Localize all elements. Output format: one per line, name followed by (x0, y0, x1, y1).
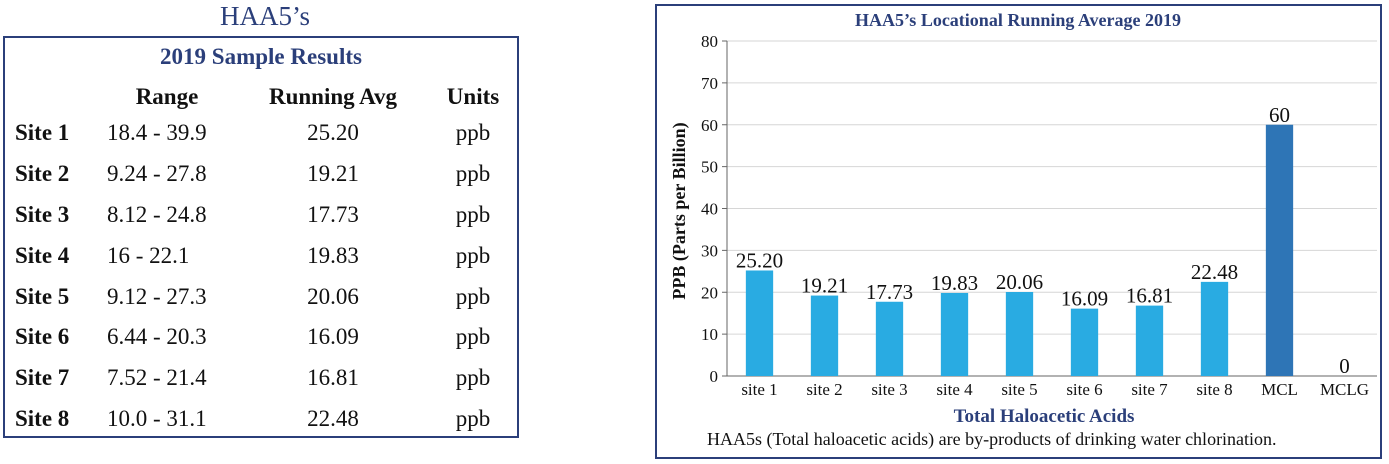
chart-title: HAA5’s Locational Running Average 2019 (855, 10, 1181, 30)
data-label: 19.21 (801, 274, 848, 298)
x-tick-label: site 5 (1001, 380, 1037, 399)
bar-site-6 (1070, 308, 1099, 376)
y-tick-label: 40 (701, 200, 718, 219)
x-tick-label: site 2 (806, 380, 842, 399)
site-units: ppb (455, 120, 491, 145)
x-tick-label: site 7 (1131, 380, 1168, 399)
y-tick-label: 0 (710, 367, 719, 386)
y-tick-label: 70 (701, 74, 718, 93)
table-title: 2019 Sample Results (160, 44, 362, 69)
bar-chart: HAA5’s Locational Running Average 2019 0… (669, 10, 1377, 427)
data-label: 22.48 (1191, 260, 1238, 284)
table-heading: HAA5’s (219, 1, 310, 31)
data-label: 19.83 (931, 271, 978, 295)
chart-footnote: HAA5s (Total haloacetic acids) are by-pr… (707, 429, 1277, 449)
site-name: Site 2 (15, 161, 70, 186)
table-row: Site 1 18.4 - 39.9 25.20 ppb (5, 120, 517, 160)
table-row: Site 5 9.12 - 27.3 20.06 ppb (5, 284, 517, 324)
column-header-units: Units (446, 84, 500, 109)
site-range: 9.24 - 27.8 (107, 161, 207, 186)
table-row: Site 6 6.44 - 20.3 16.09 ppb (5, 324, 517, 364)
site-name: Site 4 (15, 243, 70, 268)
site-running-avg: 16.09 (307, 324, 359, 349)
site-units: ppb (455, 406, 491, 431)
site-running-avg: 22.48 (307, 406, 359, 431)
bar-site-2 (810, 295, 839, 376)
y-axis-title: PPB (Parts per Billion) (669, 122, 690, 299)
bar-mcl (1265, 124, 1294, 376)
bars (745, 124, 1294, 376)
x-axis-title: Total Haloacetic Acids (954, 406, 1135, 427)
site-range: 9.12 - 27.3 (107, 284, 207, 309)
site-name: Site 6 (15, 324, 70, 349)
x-tick-label: site 8 (1196, 380, 1232, 399)
y-tick-label: 30 (701, 241, 718, 260)
table-row: Site 7 7.52 - 21.4 16.81 ppb (5, 365, 517, 405)
bar-site-3 (875, 301, 904, 376)
data-label: 20.06 (996, 270, 1043, 294)
x-tick-label: MCLG (1320, 380, 1369, 399)
site-range: 16 - 22.1 (107, 243, 190, 268)
data-label: 25.20 (736, 248, 783, 272)
y-tick-label: 50 (701, 158, 718, 177)
bar-site-1 (745, 270, 774, 376)
table-row: Site 3 8.12 - 24.8 17.73 ppb (5, 202, 517, 242)
site-running-avg: 16.81 (307, 365, 359, 390)
x-tick-label: MCL (1261, 380, 1298, 399)
x-tick-label: site 1 (741, 380, 777, 399)
data-label: 17.73 (866, 280, 913, 304)
site-units: ppb (455, 202, 491, 227)
site-range: 8.12 - 24.8 (107, 202, 207, 227)
data-label: 16.09 (1061, 287, 1108, 311)
site-units: ppb (455, 365, 491, 390)
x-tick-label: site 6 (1066, 380, 1102, 399)
table-row: Site 8 10.0 - 31.1 22.48 ppb (5, 406, 517, 446)
site-name: Site 3 (15, 202, 70, 227)
data-label: 0 (1339, 354, 1350, 378)
site-name: Site 5 (15, 284, 70, 309)
y-tick-label: 20 (701, 283, 718, 302)
column-header-running-avg: Running Avg (268, 84, 398, 109)
site-name: Site 1 (15, 120, 70, 145)
site-units: ppb (455, 243, 491, 268)
table-row: Site 4 16 - 22.1 19.83 ppb (5, 243, 517, 283)
site-name: Site 7 (15, 365, 70, 390)
y-tick-label: 10 (701, 325, 718, 344)
bar-site-7 (1135, 305, 1164, 376)
site-running-avg: 19.83 (307, 243, 359, 268)
y-tick-label: 60 (701, 116, 718, 135)
bar-site-8 (1200, 281, 1229, 376)
sample-results-table: 2019 Sample Results Range Running Avg Un… (3, 36, 519, 438)
table-row: Site 2 9.24 - 27.8 19.21 ppb (5, 161, 517, 201)
column-header-range: Range (135, 84, 199, 109)
site-units: ppb (455, 161, 491, 186)
site-units: ppb (455, 324, 491, 349)
data-label: 60 (1269, 103, 1290, 127)
site-range: 10.0 - 31.1 (107, 406, 207, 431)
x-tick-label: site 3 (871, 380, 907, 399)
site-name: Site 8 (15, 406, 70, 431)
bar-site-4 (940, 292, 969, 376)
site-running-avg: 25.20 (307, 120, 359, 145)
site-running-avg: 17.73 (307, 202, 359, 227)
data-label: 16.81 (1126, 284, 1173, 308)
x-tick-label: site 4 (936, 380, 973, 399)
bar-site-5 (1005, 291, 1034, 376)
site-range: 6.44 - 20.3 (107, 324, 207, 349)
site-running-avg: 19.21 (307, 161, 359, 186)
site-range: 18.4 - 39.9 (107, 120, 207, 145)
site-running-avg: 20.06 (307, 284, 359, 309)
chart-panel: HAA5’s Locational Running Average 2019 0… (655, 4, 1382, 459)
site-units: ppb (455, 284, 491, 309)
data-labels: site 1 25.20 site 2 19.21 site 3 17.73 site 4 1… (736, 103, 1369, 399)
y-tick-label: 80 (701, 32, 718, 51)
site-range: 7.52 - 21.4 (107, 365, 207, 390)
